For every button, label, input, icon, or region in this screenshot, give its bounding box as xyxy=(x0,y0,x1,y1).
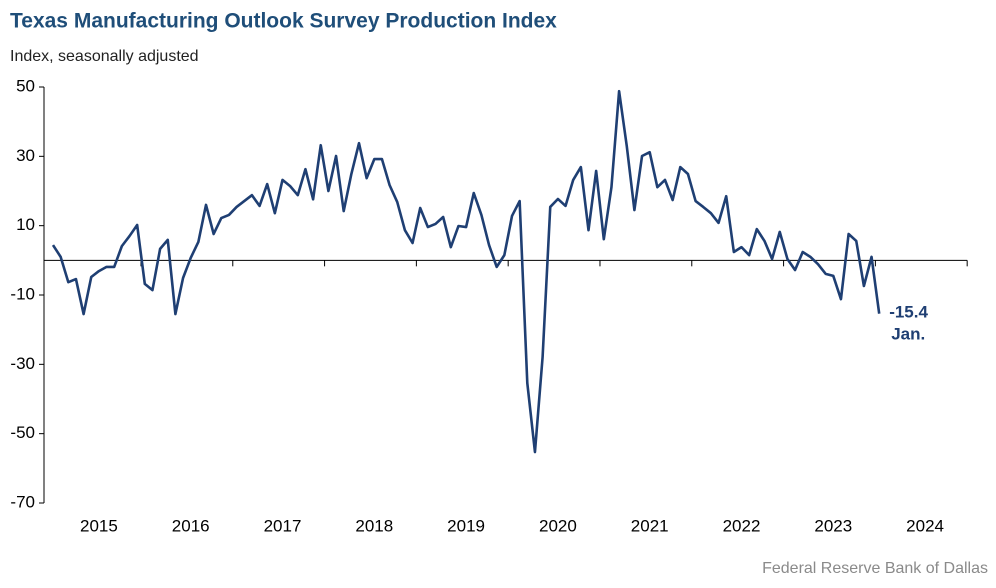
y-tick-label: -50 xyxy=(10,423,35,442)
data-label: -15.4 xyxy=(889,302,928,321)
y-tick-label: 50 xyxy=(16,76,35,95)
x-tick-label: 2020 xyxy=(539,516,577,535)
x-tick-label: 2024 xyxy=(906,516,944,535)
y-tick-label: -70 xyxy=(10,492,35,511)
x-tick-label: 2021 xyxy=(631,516,669,535)
chart-subtitle: Index, seasonally adjusted xyxy=(10,48,199,65)
source: Federal Reserve Bank of Dallas xyxy=(762,560,988,577)
y-tick-label: 10 xyxy=(16,215,35,234)
data-line xyxy=(51,89,881,454)
x-tick-label: 2018 xyxy=(355,516,393,535)
x-tick-label: 2022 xyxy=(723,516,761,535)
x-tick-label: 2019 xyxy=(447,516,485,535)
x-tick-label: 2016 xyxy=(172,516,210,535)
y-tick-label: 30 xyxy=(16,146,35,165)
x-tick-label: 2017 xyxy=(264,516,302,535)
annotation: Jan. xyxy=(891,324,925,343)
y-tick-label: -10 xyxy=(10,284,35,303)
x-tick-label: 2023 xyxy=(814,516,852,535)
x-tick-label: 2015 xyxy=(80,516,118,535)
y-tick-label: -30 xyxy=(10,354,35,373)
chart-title: Texas Manufacturing Outlook Survey Produ… xyxy=(10,10,557,33)
